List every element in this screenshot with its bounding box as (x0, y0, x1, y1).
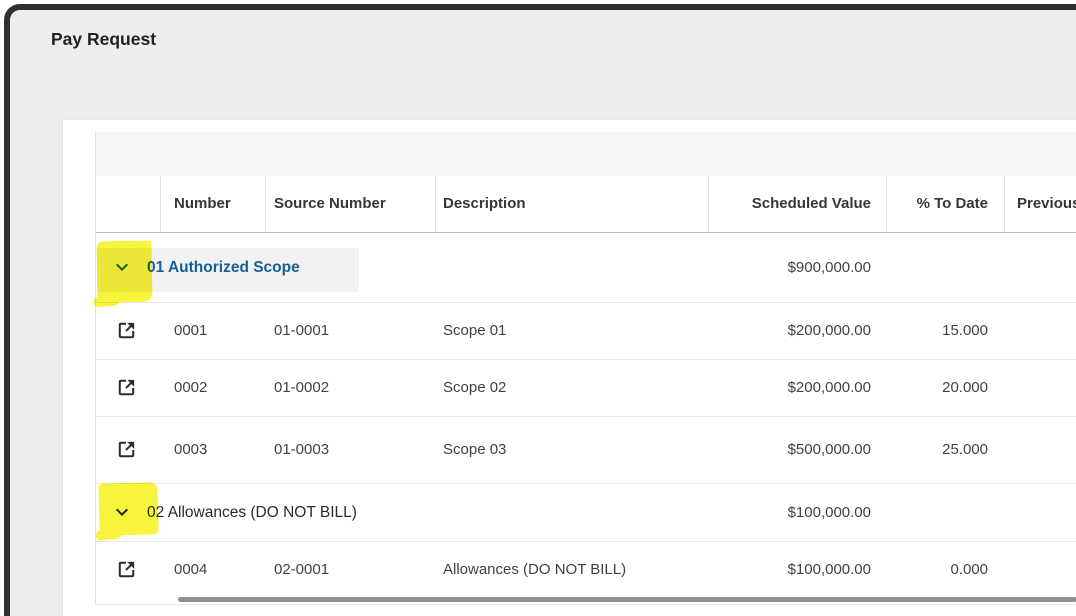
cell-source-number: 01-0002 (274, 379, 330, 396)
cell-description: Scope 01 (443, 322, 507, 339)
cell-scheduled-value: $900,000.00 (787, 259, 871, 276)
group-row: 01 Authorized Scope $900,000.00 (96, 233, 1076, 302)
cell-pct-to-date: 25.000 (942, 441, 988, 458)
cell-number: 0004 (174, 561, 208, 578)
column-header-pct[interactable]: % To Date (916, 195, 988, 212)
page-title: Pay Request (51, 29, 157, 49)
cell-source-number: 01-0003 (274, 441, 330, 458)
column-header-description[interactable]: Description (443, 195, 526, 212)
column-header-number[interactable]: Number (174, 195, 231, 212)
cell-number: 0001 (174, 322, 208, 339)
cell-scheduled-value: $100,000.00 (787, 504, 871, 521)
cell-pct-to-date: 20.000 (942, 379, 988, 396)
item-row: 0001 01-0001 Scope 01 $200,000.00 15.000 (96, 302, 1076, 359)
cell-scheduled-value: $100,000.00 (787, 561, 871, 578)
cell-description: Allowances (DO NOT BILL) (443, 561, 627, 578)
cell-scheduled-value: $200,000.00 (787, 322, 871, 339)
column-header-source[interactable]: Source Number (274, 195, 386, 212)
item-row: 0002 01-0002 Scope 02 $200,000.00 20.000 (96, 359, 1076, 416)
column-separator (265, 176, 266, 232)
open-in-new-icon[interactable] (115, 438, 138, 461)
open-in-new-icon[interactable] (115, 319, 138, 342)
group-row-02-label[interactable]: 02 Allowances (DO NOT BILL) (147, 504, 357, 521)
group-row-01-label[interactable]: 01 Authorized Scope (147, 259, 300, 276)
open-in-new-icon[interactable] (115, 558, 138, 581)
horizontal-scrollbar[interactable] (178, 597, 1076, 602)
cell-pct-to-date: 0.000 (950, 561, 988, 578)
cell-description: Scope 03 (443, 441, 507, 458)
grid-toolbar (96, 132, 1076, 176)
cell-pct-to-date: 15.000 (942, 322, 988, 339)
column-header-scheduled[interactable]: Scheduled Value (751, 195, 871, 212)
column-separator (435, 176, 436, 232)
grid-header-row: Number Source Number Description Scheduled … (96, 176, 1076, 233)
group-row: 02 Allowances (DO NOT BILL) $100,000.00 (96, 483, 1076, 541)
column-header-previous[interactable]: Previous (1017, 195, 1076, 212)
column-separator (708, 176, 709, 232)
line-items-grid: Number Source Number Description Scheduled … (95, 132, 1076, 605)
column-separator (160, 176, 161, 232)
highlighter-mark-2 (98, 482, 159, 536)
cell-source-number: 01-0001 (274, 322, 330, 339)
item-row: 0003 01-0003 Scope 03 $500,000.00 25.000 (96, 416, 1076, 483)
cell-scheduled-value: $500,000.00 (787, 441, 871, 458)
highlighter-mark-1 (96, 240, 153, 303)
column-separator (1004, 176, 1005, 232)
cell-description: Scope 02 (443, 379, 507, 396)
cell-number: 0002 (174, 379, 208, 396)
cell-scheduled-value: $200,000.00 (787, 379, 871, 396)
cell-number: 0003 (174, 441, 208, 458)
cell-source-number: 02-0001 (274, 561, 330, 578)
item-row: 0004 02-0001 Allowances (DO NOT BILL) $100,… (96, 541, 1076, 597)
column-separator (886, 176, 887, 232)
open-in-new-icon[interactable] (115, 376, 138, 399)
